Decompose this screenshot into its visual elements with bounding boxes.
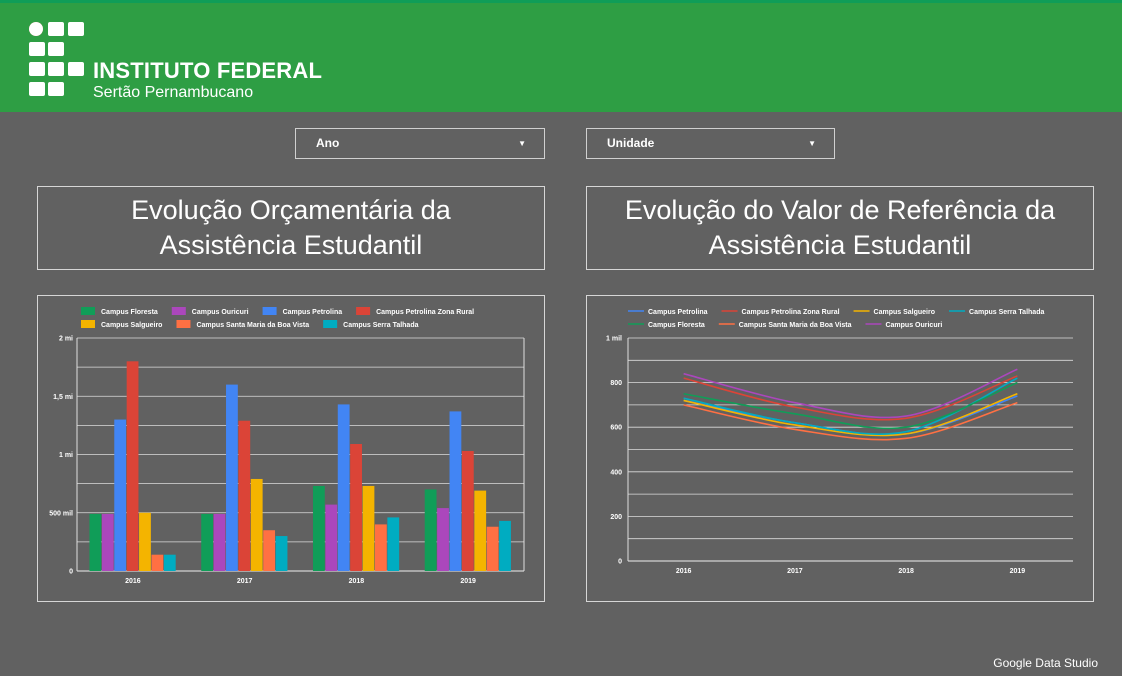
reference-value-title-box: Evolução do Valor de Referência da Assis… [586, 186, 1094, 270]
y-tick-label: 2 mi [59, 336, 73, 343]
year-filter-dropdown[interactable]: Ano ▼ [295, 128, 545, 159]
x-tick-label: 2018 [349, 578, 365, 585]
series-line [683, 392, 1018, 437]
bar [126, 361, 139, 571]
x-tick-label: 2016 [676, 568, 692, 575]
bar [449, 411, 462, 571]
bar [424, 489, 437, 571]
y-tick-label: 1 mi [59, 452, 73, 459]
x-tick-label: 2019 [460, 578, 476, 585]
x-tick-label: 2017 [237, 578, 253, 585]
bar [437, 508, 449, 571]
budget-bar-chart-svg: Campus Floresta Campus Ouricuri Campus Pet… [49, 307, 525, 585]
y-tick-label: 500 mil [49, 510, 73, 517]
top-accent-line [0, 0, 1122, 3]
legend-label: Campus Petrolina Zona Rural [742, 309, 840, 316]
budget-bar-chart: Campus Floresta Campus Ouricuri Campus Pet… [37, 295, 545, 602]
bar [312, 485, 325, 571]
bar [486, 526, 499, 571]
bar [461, 451, 474, 571]
chevron-down-icon: ▼ [808, 139, 816, 148]
legend-label: Campus Ouricuri [192, 309, 249, 316]
x-tick-label: 2018 [898, 568, 914, 575]
year-filter-label: Ano [316, 136, 340, 150]
bar [325, 504, 338, 571]
legend-swatch [81, 307, 95, 315]
bar [250, 478, 263, 571]
series-line [683, 401, 1018, 441]
y-tick-label: 0 [69, 569, 73, 576]
x-tick-label: 2019 [1010, 568, 1026, 575]
unit-filter-label: Unidade [607, 136, 655, 150]
bar [337, 404, 350, 571]
reference-title-line1: Evolução do Valor de Referência da [624, 195, 1056, 225]
series-line [683, 381, 1018, 430]
legend-swatch [356, 307, 371, 315]
brand-subtitle: Sertão Pernambucano [93, 84, 254, 101]
legend-label: Campus Salgueiro [101, 322, 162, 329]
bar [114, 419, 127, 571]
legend-swatch [176, 320, 191, 328]
y-tick-label: 1 mil [606, 336, 622, 343]
bar [163, 554, 176, 571]
bar [226, 384, 238, 571]
legend-label: Campus Ouricuri [885, 322, 942, 329]
series-line [683, 368, 1018, 419]
budget-title-line2: Assistência Estudantil [159, 230, 423, 260]
bar [139, 512, 151, 571]
bar [350, 444, 362, 571]
bar [374, 524, 387, 571]
bar [499, 520, 511, 571]
x-tick-label: 2017 [787, 568, 803, 575]
header-bar: INSTITUTO FEDERAL Sertão Pernambucano [0, 3, 1122, 112]
bar [101, 513, 114, 571]
bar [362, 485, 375, 571]
y-tick-label: 400 [610, 469, 622, 476]
legend-swatch [323, 320, 338, 328]
legend-label: Campus Serra Talhada [969, 309, 1044, 316]
y-tick-label: 1,5 mi [53, 394, 73, 401]
legend-label: Campus Salgueiro [874, 309, 935, 316]
bar [238, 420, 251, 571]
reference-title-line2: Assistência Estudantil [708, 230, 972, 260]
bar [263, 530, 276, 571]
legend-label: Campus Floresta [648, 322, 705, 329]
y-tick-label: 0 [618, 559, 622, 566]
series-line [683, 375, 1018, 421]
legend-label: Campus Floresta [101, 309, 158, 316]
y-tick-label: 600 [610, 425, 622, 432]
legend-label: Campus Petrolina Zona Rural [376, 309, 474, 316]
bar [213, 513, 226, 571]
brand-text: INSTITUTO FEDERAL Sertão Pernambucano [93, 59, 322, 103]
budget-title-line1: Evolução Orçamentária da [131, 195, 451, 225]
legend-label: Campus Petrolina [648, 309, 708, 316]
bar [151, 554, 164, 571]
reference-line-chart: Campus Petrolina Campus Petrolina Zona Ru… [586, 295, 1094, 602]
bar [474, 490, 487, 571]
x-tick-label: 2016 [125, 578, 141, 585]
legend-label: Campus Petrolina [283, 309, 343, 316]
reference-line-chart-svg: Campus Petrolina Campus Petrolina Zona Ru… [606, 309, 1073, 575]
y-tick-label: 200 [610, 514, 622, 521]
legend-swatch [171, 307, 186, 315]
footer-credit: Google Data Studio [993, 656, 1098, 670]
brand-name: INSTITUTO FEDERAL [93, 58, 323, 83]
legend-label: Campus Santa Maria da Boa Vista [739, 322, 852, 329]
budget-evolution-title-box: Evolução Orçamentária da Assistência Est… [37, 186, 545, 270]
bar [89, 513, 102, 571]
legend-swatch [262, 307, 277, 315]
chevron-down-icon: ▼ [518, 139, 526, 148]
y-tick-label: 800 [610, 380, 622, 387]
bar [201, 513, 214, 571]
bar [275, 536, 288, 571]
bar [387, 517, 400, 571]
legend-swatch [81, 320, 95, 328]
legend-label: Campus Santa Maria da Boa Vista [196, 322, 309, 329]
ifsertao-logo-icon [29, 22, 84, 96]
unit-filter-dropdown[interactable]: Unidade ▼ [586, 128, 835, 159]
legend-label: Campus Serra Talhada [343, 322, 418, 329]
